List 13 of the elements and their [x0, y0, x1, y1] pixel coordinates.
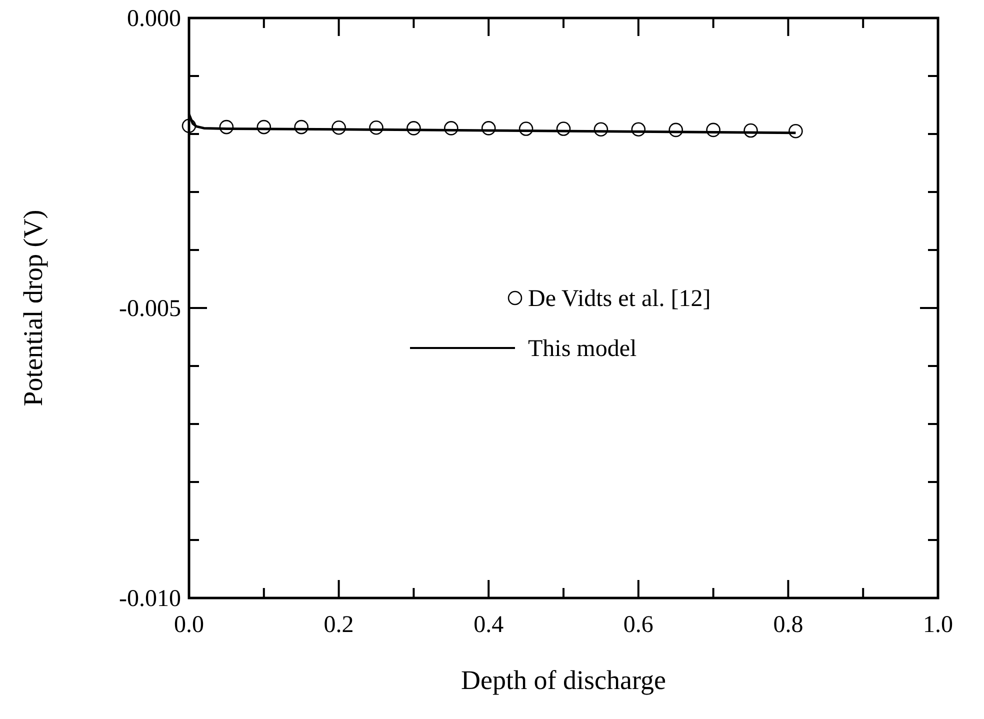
y-tick-label: -0.010 [119, 586, 181, 612]
x-tick-label: 0.4 [474, 612, 504, 638]
x-tick-label: 1.0 [923, 612, 953, 638]
x-tick-label: 0.0 [174, 612, 204, 638]
x-axis-title: Depth of discharge [461, 665, 666, 695]
x-tick-label: 0.6 [623, 612, 654, 638]
x-tick-label: 0.8 [773, 612, 804, 638]
y-tick-label: -0.005 [119, 296, 181, 322]
legend-label: This model [528, 336, 637, 362]
legend-label: De Vidts et al. [12] [528, 286, 711, 312]
y-axis-title: Potential drop (V) [18, 210, 48, 406]
y-tick-label: 0.000 [127, 6, 181, 32]
x-tick-label: 0.2 [324, 612, 354, 638]
